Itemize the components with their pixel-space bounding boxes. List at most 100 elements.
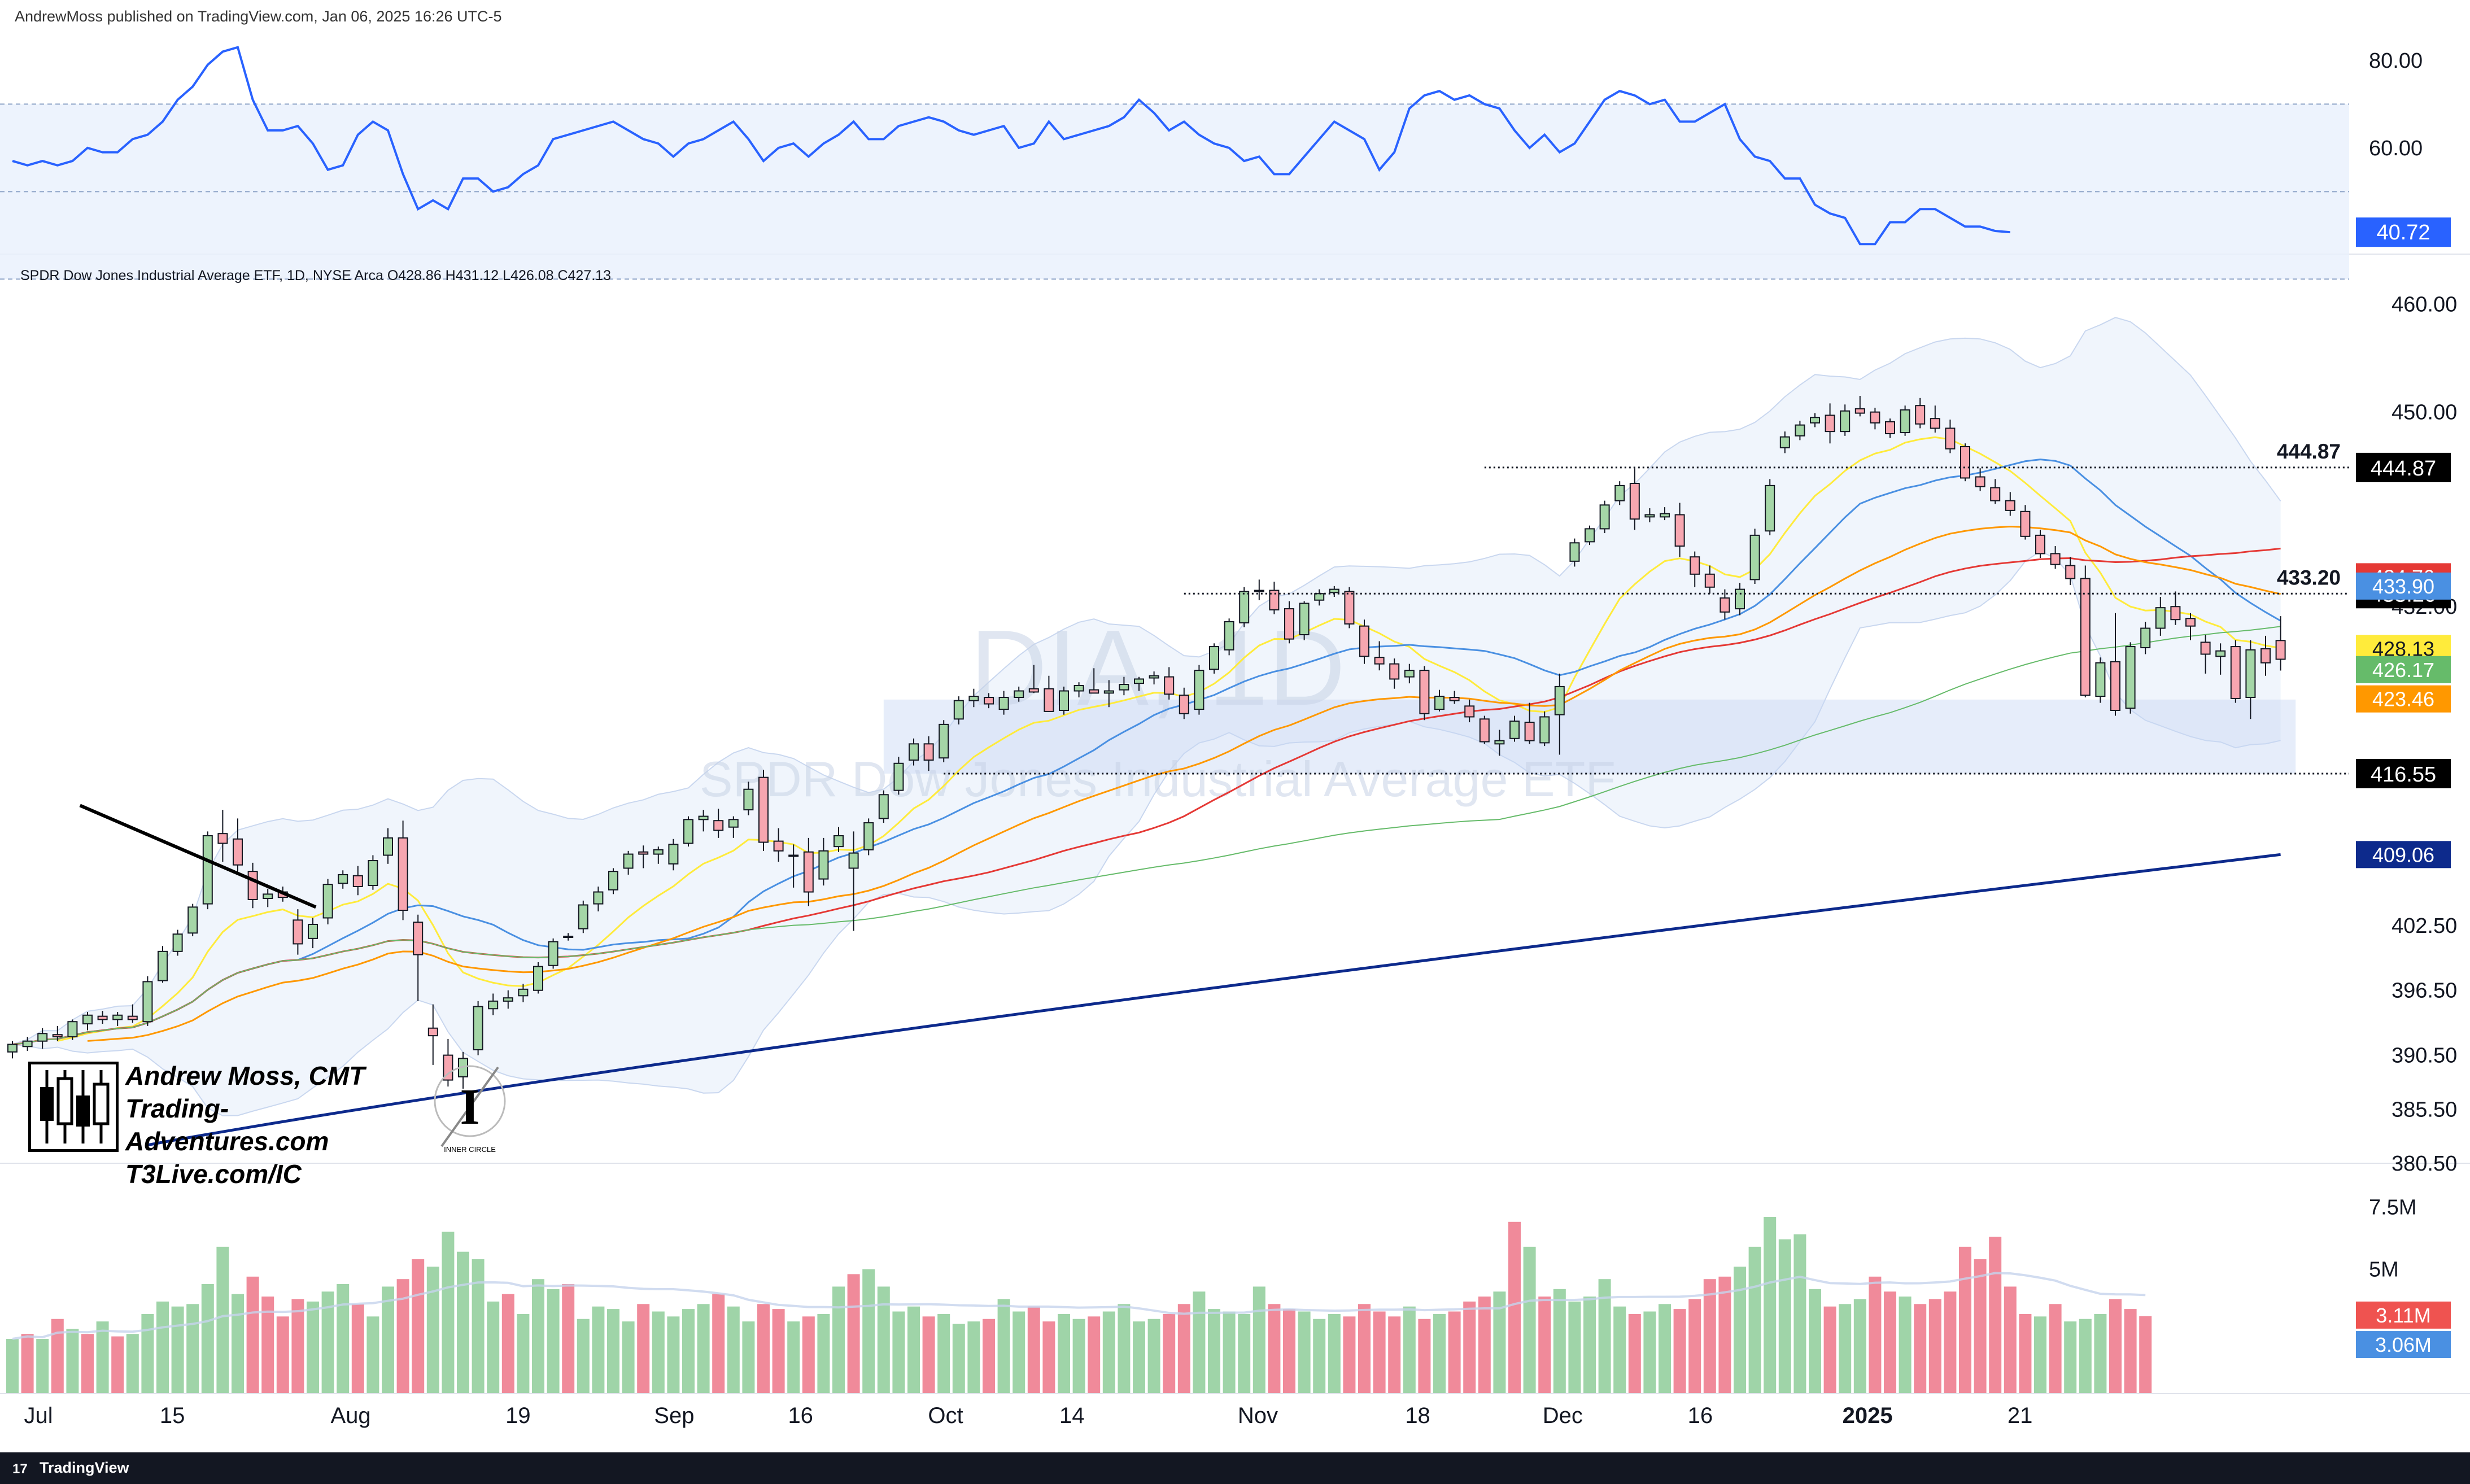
- volume-value-box: [2356, 1331, 2451, 1359]
- level-axis-label: 444.87: [2371, 457, 2436, 481]
- volume-bar: [1133, 1321, 1145, 1394]
- candle: [67, 1019, 78, 1040]
- candle-body-up: [172, 933, 183, 952]
- author-branding: Andrew Moss, CMT Trading-Adventures.com …: [24, 1059, 430, 1189]
- candle-body-up: [112, 1014, 123, 1020]
- candle: [1269, 582, 1280, 614]
- candle: [1870, 408, 1880, 430]
- ma-axis-label: 426.17: [2372, 658, 2434, 682]
- candle-body-up: [563, 936, 574, 939]
- volume-bar: [1553, 1289, 1566, 1394]
- candle: [878, 790, 889, 823]
- candle-body-down: [2035, 534, 2045, 555]
- volume-bar: [1778, 1239, 1791, 1394]
- candle: [473, 1001, 483, 1055]
- candle-body-down: [2230, 646, 2241, 699]
- volume-bar: [1193, 1291, 1206, 1394]
- volume-tick-label: 7.5M: [2369, 1195, 2416, 1219]
- candle: [1840, 404, 1851, 436]
- candle: [97, 1011, 108, 1024]
- price-tick-label: 385.50: [2392, 1098, 2457, 1121]
- level-axis-label: 416.55: [2371, 763, 2436, 787]
- candle-body-up: [578, 904, 588, 929]
- volume-bar: [366, 1316, 379, 1394]
- candle: [848, 831, 859, 931]
- candle-body-down: [2005, 500, 2015, 511]
- time-tick-label: Dec: [1543, 1403, 1583, 1428]
- candle: [322, 879, 333, 924]
- volume-bar: [1989, 1237, 2002, 1394]
- candle-body-up: [1209, 646, 1219, 670]
- candle: [2275, 616, 2286, 671]
- footer-bar: 17 TradingView: [0, 1452, 2470, 1484]
- volume-bar: [607, 1309, 619, 1394]
- candlestick-logo-icon: [28, 1062, 119, 1152]
- candle: [308, 918, 318, 949]
- volume-bar: [742, 1321, 755, 1394]
- candle-body-up: [187, 906, 198, 934]
- candle-body-down: [413, 922, 424, 955]
- candle: [202, 831, 213, 910]
- candle: [1885, 418, 1895, 438]
- volume-bar: [817, 1313, 830, 1394]
- volume-bar: [96, 1321, 109, 1394]
- candle-body-up: [593, 891, 604, 905]
- volume-bar: [2049, 1304, 2062, 1394]
- candle: [1930, 405, 1940, 433]
- candle-body-up: [37, 1033, 48, 1042]
- candle-body-down: [1479, 718, 1490, 743]
- volume-bar: [1928, 1299, 1941, 1394]
- candle-body-down: [713, 820, 724, 831]
- volume-bar: [1959, 1246, 1971, 1394]
- candle: [653, 846, 664, 864]
- price-tick-label: 396.50: [2392, 979, 2457, 1003]
- candle-body-up: [878, 794, 889, 819]
- candle-body-up: [623, 853, 634, 869]
- candle-body-down: [1870, 411, 1880, 424]
- candle-body-up: [1239, 591, 1250, 623]
- candle: [1014, 686, 1024, 702]
- candle: [953, 696, 964, 724]
- candle: [608, 868, 618, 894]
- candle-body-up: [1224, 621, 1234, 651]
- candle-body-up: [1749, 534, 1760, 580]
- candle: [1164, 667, 1175, 700]
- volume-bar: [2034, 1316, 2046, 1394]
- volume-bar: [1088, 1316, 1101, 1394]
- volume-bar: [111, 1336, 124, 1394]
- candle: [22, 1037, 33, 1051]
- candle-body-up: [308, 923, 318, 939]
- candle: [984, 693, 994, 709]
- candle-body-down: [1975, 476, 1985, 487]
- candle-body-down: [247, 871, 258, 900]
- candle-body-up: [142, 981, 153, 1023]
- candle-body-down: [1374, 657, 1385, 665]
- candle: [863, 818, 874, 856]
- symbol-ohlc-line: SPDR Dow Jones Industrial Average ETF, 1…: [20, 268, 611, 283]
- candle-body-up: [1299, 603, 1310, 636]
- volume-bar: [1013, 1311, 1025, 1394]
- candle: [728, 816, 739, 838]
- candle-body-up: [158, 950, 168, 981]
- volume-bar: [1343, 1316, 1356, 1394]
- time-tick-label: 21: [2008, 1403, 2033, 1428]
- candle-body-down: [427, 1027, 438, 1037]
- time-tick-label: Oct: [928, 1403, 963, 1428]
- candle: [338, 870, 348, 889]
- candle: [1073, 682, 1084, 698]
- candle-body-up: [1900, 409, 1910, 434]
- candle-body-down: [1704, 573, 1715, 588]
- volume-bar: [532, 1279, 544, 1394]
- candle: [52, 1025, 63, 1041]
- candle-body-down: [2080, 578, 2091, 696]
- candle-body-down: [2020, 510, 2031, 537]
- time-axis: Jul 15 Aug 19 Sep 16 Oct 14 Nov 18 Dec 16 2025 21: [0, 1393, 2470, 1428]
- rsi-value-label: 40.72: [2376, 221, 2430, 245]
- volume-bar: [291, 1299, 304, 1394]
- candle-body-down: [293, 919, 303, 945]
- candle: [1329, 586, 1339, 597]
- level-label: 444.87: [2277, 440, 2341, 463]
- volume-bar: [1884, 1291, 1896, 1394]
- candle: [548, 938, 558, 969]
- volume-bar: [952, 1324, 965, 1394]
